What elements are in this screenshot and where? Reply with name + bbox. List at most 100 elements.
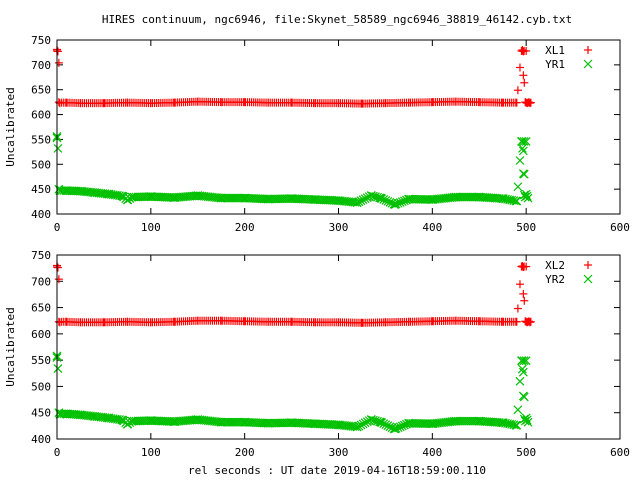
data-point — [230, 193, 240, 203]
data-point — [466, 416, 475, 426]
legend-label: XL1 — [545, 44, 565, 57]
y-tick-label: 750 — [31, 34, 51, 47]
data-point — [521, 136, 531, 146]
x-tick-label: 600 — [610, 221, 630, 234]
data-point — [519, 71, 528, 80]
data-point — [520, 192, 530, 202]
data-point — [453, 192, 463, 202]
data-point — [518, 146, 528, 156]
x-tick-label: 0 — [54, 221, 61, 234]
data-point — [461, 192, 471, 202]
data-point — [513, 405, 523, 415]
y-tick-label: 500 — [31, 158, 51, 171]
data-point — [459, 416, 469, 426]
data-point — [451, 416, 461, 426]
series-XL2 — [53, 261, 535, 327]
legend-marker — [583, 274, 593, 284]
legend-marker — [584, 46, 592, 54]
data-point — [455, 416, 465, 426]
x-tick-label: 100 — [141, 221, 161, 234]
data-point — [513, 86, 522, 95]
data-point — [360, 418, 370, 428]
data-point — [54, 275, 63, 284]
plot-frame — [56, 39, 621, 215]
data-point — [220, 417, 230, 427]
data-point — [513, 182, 523, 192]
y-tick-label: 700 — [31, 59, 51, 72]
data-point — [517, 356, 527, 366]
data-point — [218, 417, 228, 427]
data-point — [521, 356, 531, 366]
data-point — [518, 367, 528, 377]
data-point — [520, 78, 529, 87]
data-point — [522, 191, 532, 201]
data-point — [517, 364, 527, 374]
y-tick-label: 550 — [31, 354, 51, 367]
data-point — [466, 192, 475, 202]
y-tick-label: 450 — [31, 407, 51, 420]
data-point — [468, 192, 477, 202]
x-axis-label: rel seconds : UT date 2019-04-16T18:59:0… — [188, 464, 486, 477]
data-point — [455, 192, 465, 202]
plot-frame — [56, 254, 621, 440]
data-point — [224, 417, 234, 427]
data-point — [519, 356, 529, 366]
data-point — [53, 47, 62, 56]
data-point — [230, 417, 240, 427]
data-point — [519, 392, 529, 402]
data-point — [54, 58, 63, 67]
data-point — [463, 192, 473, 202]
x-tick-label: 200 — [235, 221, 255, 234]
chart-panel-1: 400 450 500 550 600 650 700 750 0 100 200 300 400 500… — [4, 34, 630, 234]
data-point — [222, 417, 232, 427]
x-tick-label: 500 — [516, 446, 536, 459]
data-point — [459, 192, 469, 202]
x-tick-label: 400 — [422, 221, 442, 234]
x-tick-label: 500 — [516, 221, 536, 234]
data-point — [53, 143, 63, 153]
data-point — [222, 193, 232, 203]
y-tick-label: 450 — [31, 183, 51, 196]
x-tick-label: 100 — [141, 446, 161, 459]
legend-label: YR2 — [545, 273, 565, 286]
data-point — [519, 169, 529, 179]
y-tick-label: 600 — [31, 328, 51, 341]
legend-label: YR1 — [545, 58, 565, 71]
data-point — [226, 193, 236, 203]
y-tick-label: 400 — [31, 208, 51, 221]
x-tick-label: 400 — [422, 446, 442, 459]
series-XL1 — [53, 45, 535, 108]
data-point — [517, 143, 527, 153]
y-tick-label: 750 — [31, 249, 51, 262]
data-point — [226, 417, 236, 427]
data-point — [511, 98, 520, 107]
data-point — [515, 376, 525, 386]
y-axis-label: Uncalibrated — [4, 87, 17, 166]
data-point — [522, 262, 531, 271]
data-point — [358, 419, 368, 429]
data-point — [457, 416, 467, 426]
data-point — [232, 193, 242, 203]
data-point — [523, 417, 533, 427]
data-point — [526, 98, 535, 107]
data-point — [232, 417, 242, 427]
legend-marker — [584, 261, 592, 269]
y-tick-label: 550 — [31, 133, 51, 146]
data-point — [220, 193, 230, 203]
data-point — [53, 263, 62, 272]
x-tick-label: 200 — [235, 446, 255, 459]
x-tick-label: 300 — [329, 221, 349, 234]
data-point — [228, 417, 238, 427]
data-point — [224, 193, 234, 203]
data-point — [523, 193, 533, 203]
x-tick-label: 300 — [329, 446, 349, 459]
data-point — [356, 420, 366, 430]
data-point — [509, 420, 519, 430]
data-point — [517, 136, 527, 146]
data-point — [513, 304, 522, 313]
data-point — [519, 289, 528, 298]
y-tick-label: 400 — [31, 433, 51, 446]
data-point — [463, 416, 473, 426]
x-tick-label: 600 — [610, 446, 630, 459]
